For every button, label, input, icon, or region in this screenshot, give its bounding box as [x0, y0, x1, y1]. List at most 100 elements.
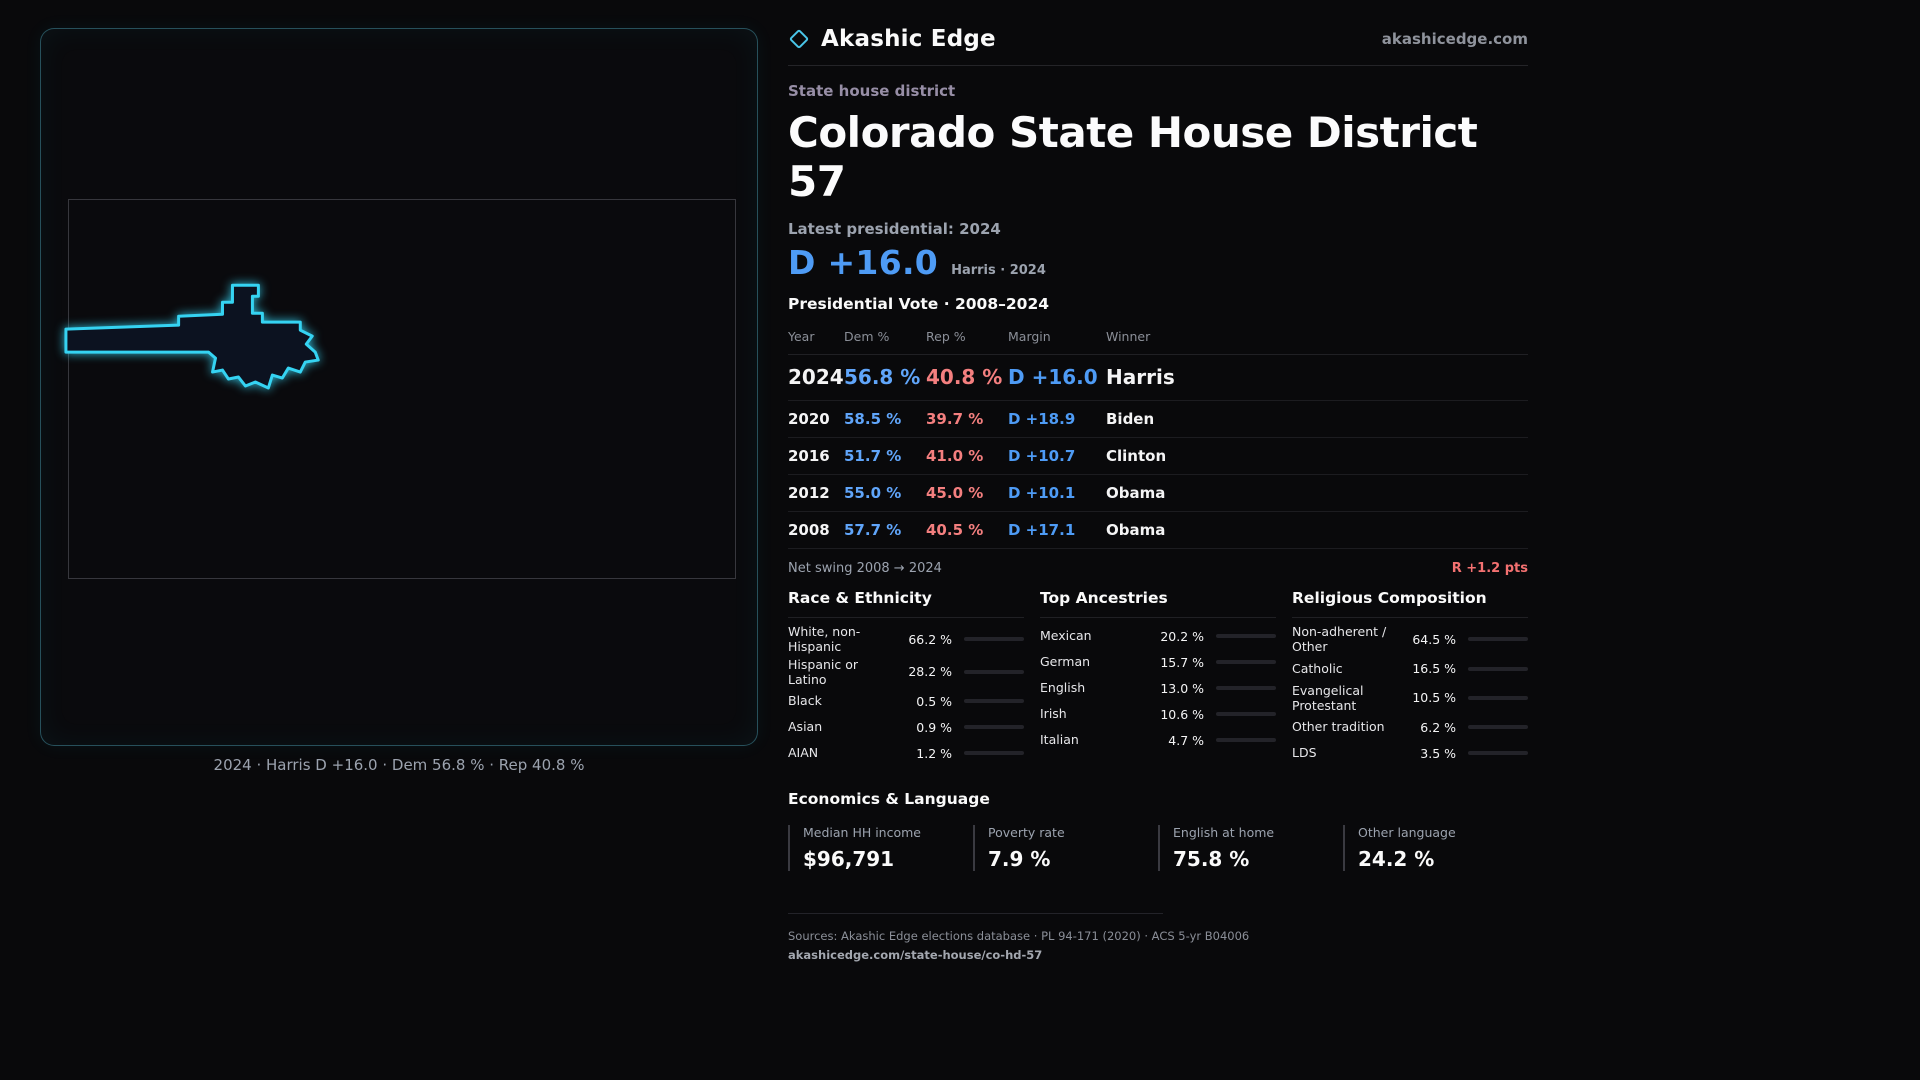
demo-value: 13.0 %: [1160, 680, 1204, 696]
demo-value: 1.2 %: [916, 745, 952, 761]
table-row: 2024 56.8 % 40.8 % D +16.0 Harris: [788, 355, 1528, 401]
demo-label: Other tradition: [1292, 719, 1385, 735]
list-item: Black 0.5 %: [788, 688, 1024, 714]
demo-label: Black: [788, 693, 822, 709]
demo-value: 28.2 %: [908, 664, 952, 680]
demo-bar: [1216, 738, 1276, 742]
brand-site-link[interactable]: akashicedge.com: [1381, 30, 1528, 48]
rep-cell: 39.7 %: [926, 410, 984, 428]
list-item: Irish 10.6 %: [1040, 701, 1276, 727]
margin-cell: D +10.7: [1008, 447, 1076, 465]
demo-label: Evangelical Protestant: [1292, 682, 1364, 713]
economics-title: Economics & Language: [788, 790, 990, 808]
religion-column: Religious Composition Non-adherent / Oth…: [1292, 589, 1528, 766]
dem-cell: 58.5 %: [844, 410, 902, 428]
demo-label: German: [1040, 654, 1091, 670]
demo-bar: [1216, 634, 1276, 638]
vote-table-header: Year Dem % Rep % Margin Winner: [788, 323, 1528, 355]
list-item: Asian 0.9 %: [788, 714, 1024, 740]
district-map-svg: [64, 283, 320, 390]
stat-label: Median HH income: [803, 825, 921, 840]
winner-cell: Clinton: [1106, 447, 1167, 465]
race-ethnicity-title: Race & Ethnicity: [788, 589, 1024, 618]
net-swing-label: Net swing 2008 → 2024: [788, 561, 942, 576]
margin-cell: D +16.0: [1008, 365, 1098, 389]
headline-margin-value: D +16.0: [788, 243, 939, 282]
demo-bar: [1216, 686, 1276, 690]
stat-poverty-rate: Poverty rate 7.9 %: [973, 825, 1158, 871]
permalink[interactable]: akashicedge.com/state-house/co-hd-57: [788, 948, 1043, 962]
demo-bar: [1216, 712, 1276, 716]
district-map-panel[interactable]: [40, 28, 758, 746]
stat-english-at-home: English at home 75.8 %: [1158, 825, 1343, 871]
demo-value: 0.9 %: [916, 719, 952, 735]
year-cell: 2016: [788, 447, 830, 465]
demo-label: Italian: [1040, 732, 1079, 748]
district-type-label: State house district: [788, 82, 956, 100]
col-rep: Rep %: [926, 329, 966, 344]
list-item: Other tradition 6.2 %: [1292, 714, 1528, 740]
diamond-logo-icon: [788, 28, 810, 50]
demo-bar: [964, 699, 1024, 703]
demo-label: Asian: [788, 719, 823, 735]
sources-text: Sources: Akashic Edge elections database…: [788, 929, 1250, 943]
table-row: 2008 57.7 % 40.5 % D +17.1 Obama: [788, 512, 1528, 549]
brand-header: Akashic Edge akashicedge.com: [788, 26, 1528, 66]
ancestries-title: Top Ancestries: [1040, 589, 1276, 618]
stat-median-income: Median HH income $96,791: [788, 825, 973, 871]
demo-bar: [964, 669, 1024, 674]
table-row: 2012 55.0 % 45.0 % D +10.1 Obama: [788, 475, 1528, 512]
rep-cell: 45.0 %: [926, 484, 984, 502]
list-item: Catholic 16.5 %: [1292, 656, 1528, 682]
demo-label: Catholic: [1292, 660, 1343, 676]
demo-value: 20.2 %: [1160, 628, 1204, 644]
stat-value: 7.9 %: [988, 847, 1051, 871]
vote-table-title: Presidential Vote · 2008–2024: [788, 295, 1050, 313]
demo-value: 66.2 %: [908, 631, 952, 647]
list-item: AIAN 1.2 %: [788, 740, 1024, 766]
demo-label: AIAN: [788, 745, 819, 761]
winner-cell: Biden: [1106, 410, 1155, 428]
footer-divider: [788, 913, 1163, 914]
demo-bar: [964, 751, 1024, 755]
stat-label: Other language: [1358, 825, 1456, 840]
district-shape: [64, 283, 320, 390]
demo-bar: [1468, 725, 1528, 729]
list-item: German 15.7 %: [1040, 649, 1276, 675]
year-cell: 2020: [788, 410, 830, 428]
stat-other-language: Other language 24.2 %: [1343, 825, 1528, 871]
list-item: Evangelical Protestant 10.5 %: [1292, 682, 1528, 715]
race-ethnicity-column: Race & Ethnicity White, non-Hispanic 66.…: [788, 589, 1024, 766]
demo-bar: [1468, 751, 1528, 755]
list-item: LDS 3.5 %: [1292, 740, 1528, 766]
stat-value: $96,791: [803, 847, 895, 871]
list-item: White, non-Hispanic 66.2 %: [788, 623, 1024, 656]
presidential-vote-table: Year Dem % Rep % Margin Winner 2024 56.8…: [788, 323, 1528, 576]
demo-label: Hispanic or Latino: [788, 656, 859, 687]
margin-cell: D +10.1: [1008, 484, 1076, 502]
col-margin: Margin: [1008, 329, 1051, 344]
demo-bar: [1468, 695, 1528, 700]
winner-cell: Obama: [1106, 484, 1166, 502]
demo-bar: [1216, 660, 1276, 664]
stat-label: Poverty rate: [988, 825, 1065, 840]
table-row: 2016 51.7 % 41.0 % D +10.7 Clinton: [788, 438, 1528, 475]
stat-label: English at home: [1173, 825, 1275, 840]
stat-value: 75.8 %: [1173, 847, 1250, 871]
dem-cell: 51.7 %: [844, 447, 902, 465]
demo-label: LDS: [1292, 745, 1317, 761]
list-item: Non-adherent / Other 64.5 %: [1292, 623, 1528, 656]
demo-value: 3.5 %: [1420, 745, 1456, 761]
demographics-section: Race & Ethnicity White, non-Hispanic 66.…: [788, 589, 1528, 766]
winner-cell: Obama: [1106, 521, 1166, 539]
rep-cell: 41.0 %: [926, 447, 984, 465]
year-cell: 2008: [788, 521, 830, 539]
demo-label: English: [1040, 680, 1086, 696]
demo-bar: [964, 637, 1024, 642]
winner-cell: Harris: [1106, 365, 1175, 389]
demo-value: 4.7 %: [1168, 732, 1204, 748]
margin-cell: D +17.1: [1008, 521, 1076, 539]
state-boundary-outline: [68, 199, 736, 579]
demo-bar: [964, 725, 1024, 729]
